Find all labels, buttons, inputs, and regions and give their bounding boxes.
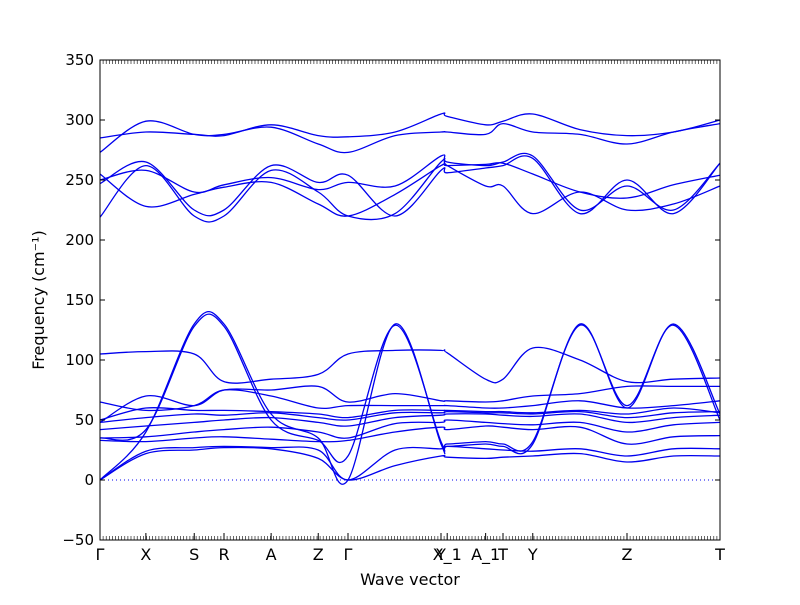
phonon-branch-5 xyxy=(99,413,721,431)
phonon-branch-2 xyxy=(99,445,721,481)
x-tick-label: Z xyxy=(622,545,633,564)
y-axis-label: Frequency (cm⁻¹) xyxy=(29,230,48,369)
phonon-branch-11 xyxy=(99,310,721,485)
x-tick-label: S xyxy=(189,545,199,564)
x-tick-label: T xyxy=(714,545,725,564)
phonon-branch-7 xyxy=(99,406,721,421)
phonon-branch-18 xyxy=(99,112,721,139)
x-tick-label: Y xyxy=(435,545,446,564)
y-tick-label: 350 xyxy=(65,51,94,69)
phonon-branch-10 xyxy=(99,346,721,384)
series-layer xyxy=(99,112,721,485)
y-tick-label: 200 xyxy=(65,231,94,249)
phonon-branch-14 xyxy=(99,155,721,217)
y-tick-label: 300 xyxy=(65,111,94,129)
phonon-branch-15 xyxy=(99,152,721,212)
phonon-branch-12 xyxy=(99,313,721,464)
x-tick-label: X xyxy=(140,545,151,564)
y-tick-label: 150 xyxy=(65,291,94,309)
phonon-branch-17 xyxy=(99,120,721,154)
phonon-branch-6 xyxy=(99,410,721,424)
x-tick-label: Γ xyxy=(344,545,353,564)
phonon-branch-1 xyxy=(99,446,721,481)
x-tick-label: Γ xyxy=(96,545,105,564)
phonon-branch-4 xyxy=(99,419,721,439)
x-tick-label: T xyxy=(497,545,508,564)
x-tick-label: A_1 xyxy=(471,545,500,565)
phonon-branch-16 xyxy=(99,162,721,217)
phonon-branch-8 xyxy=(99,389,721,412)
phonon-branch-9 xyxy=(99,385,720,423)
x-tick-label: R xyxy=(218,545,229,564)
y-tick-label: 0 xyxy=(84,471,94,489)
x-tick-label: X_1 xyxy=(433,545,462,565)
y-tick-label: 100 xyxy=(65,351,94,369)
phonon-branch-13 xyxy=(99,157,721,223)
y-tick-label: 250 xyxy=(65,171,94,189)
y-tick-label: 50 xyxy=(75,411,94,429)
x-tick-label: A xyxy=(266,545,277,564)
phonon-branch-3 xyxy=(99,425,721,445)
x-tick-label: Z xyxy=(313,545,324,564)
x-axis-label: Wave vector xyxy=(360,570,460,589)
plot-frame xyxy=(99,59,721,541)
x-tick-label: Y xyxy=(527,545,538,564)
y-tick-label: −50 xyxy=(62,531,94,549)
